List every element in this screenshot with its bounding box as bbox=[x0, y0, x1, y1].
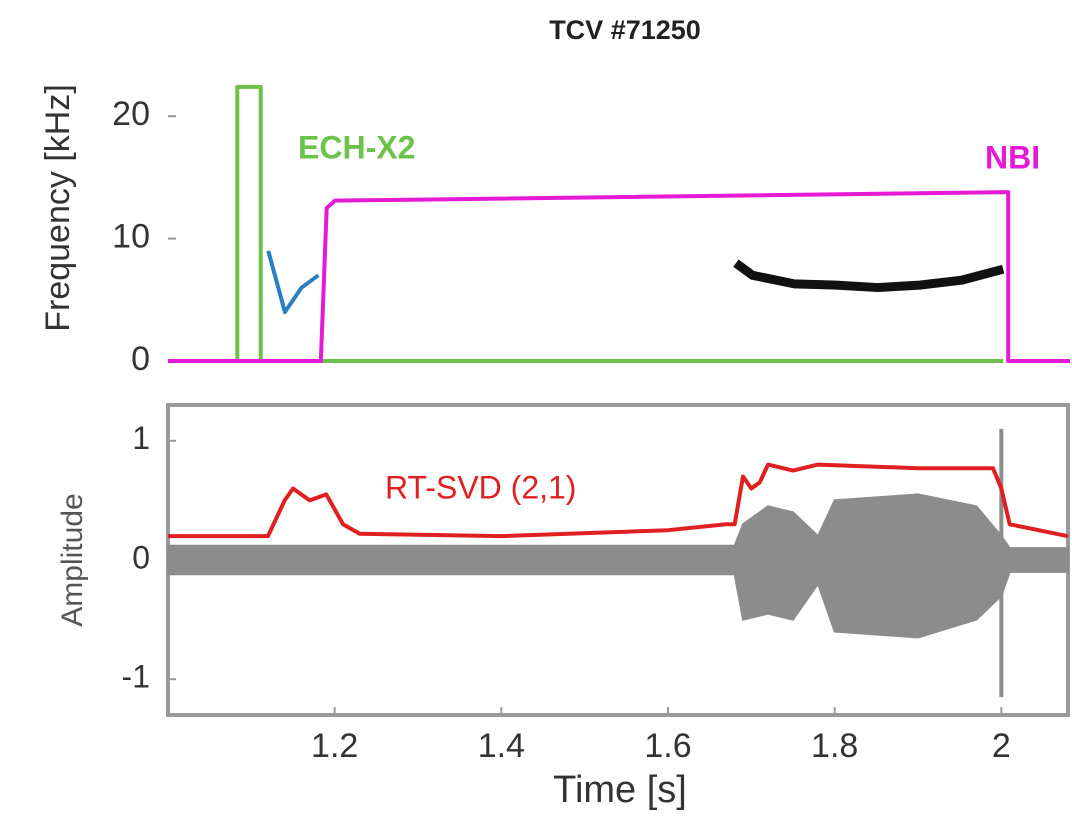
y-tick-label: 10 bbox=[112, 218, 150, 256]
series-label: ECH-X2 bbox=[298, 129, 415, 165]
y-axis-label: Frequency [kHz] bbox=[39, 84, 77, 332]
series-label: NBI bbox=[985, 139, 1040, 175]
series-line bbox=[168, 462, 1069, 539]
series-line bbox=[168, 190, 1070, 363]
y-tick-label: 0 bbox=[131, 340, 150, 378]
y-tick-label: 20 bbox=[112, 95, 150, 133]
series-line bbox=[168, 84, 1004, 363]
y-tick-label: -1 bbox=[122, 659, 150, 695]
y-tick-label: 1 bbox=[132, 420, 150, 456]
chart-title: TCV #71250 bbox=[549, 15, 701, 45]
x-axis-label: Time [s] bbox=[553, 769, 687, 811]
series-line bbox=[733, 259, 1005, 293]
x-tick-label: 1.4 bbox=[478, 727, 525, 765]
x-tick-label: 1.6 bbox=[644, 727, 691, 765]
series-label: RT-SVD (2,1) bbox=[385, 469, 576, 505]
signal-envelope bbox=[167, 493, 1069, 639]
x-tick-label: 1.8 bbox=[811, 727, 858, 765]
x-tick-label: 1.2 bbox=[311, 727, 358, 765]
x-tick-label: 2 bbox=[992, 727, 1011, 765]
y-tick-label: 0 bbox=[132, 539, 150, 575]
series-line bbox=[266, 250, 320, 315]
y-axis-label: Amplitude bbox=[56, 493, 89, 626]
